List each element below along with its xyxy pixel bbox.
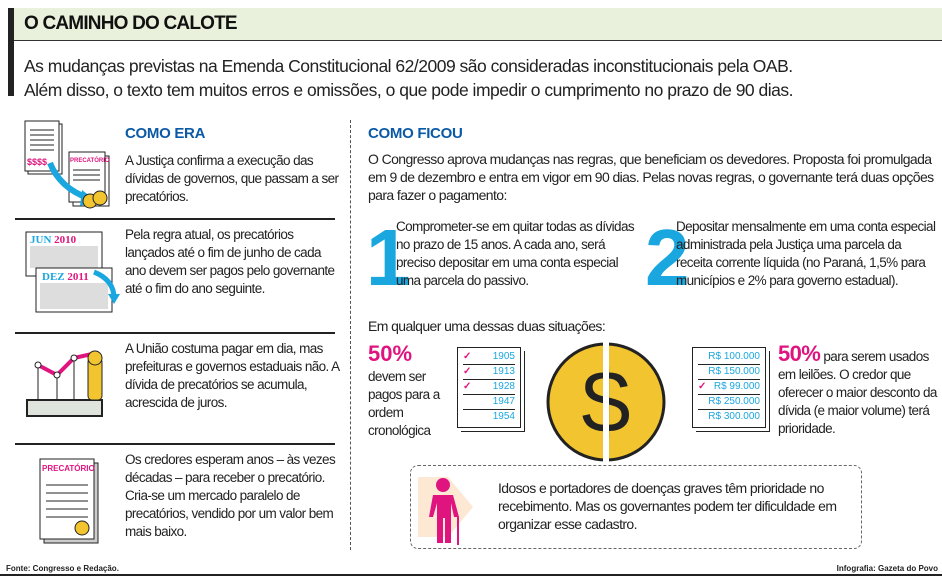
- check-icon: ✓: [463, 381, 472, 392]
- option-1-number: 1: [366, 213, 411, 302]
- column-divider: [350, 120, 351, 550]
- credit-text: Infografia: Gazeta do Povo: [836, 564, 938, 573]
- list-row: ✓ 1905: [463, 350, 515, 365]
- page-title: O CAMINHO DO CALOTE: [24, 13, 238, 34]
- precatorio-conversion-icon: $$$$ PRECATÓRIO: [24, 120, 110, 209]
- right-text: para serem usados em leilões. O credor q…: [778, 349, 937, 436]
- list-row: R$ 250.000: [698, 395, 760, 410]
- priority-note-text: Idosos e portadores de doenças graves tê…: [498, 480, 837, 532]
- either-text: Em qualquer uma dessas duas situações:: [368, 318, 606, 334]
- source-text: Fonte: Congresso e Redação.: [6, 564, 119, 573]
- como-ficou-heading: COMO FICOU: [368, 125, 463, 142]
- svg-text:DEZ 2011: DEZ 2011: [42, 271, 89, 283]
- list-row: ✓ R$ 99.000: [698, 380, 760, 395]
- como-era-text-3: A União costuma pagar em dia, mas prefei…: [125, 341, 339, 410]
- check-icon: ✓: [463, 366, 472, 377]
- divider: [15, 332, 335, 334]
- list-value: R$ 150.000: [708, 366, 760, 377]
- money-label: $$$$: [27, 157, 47, 167]
- divider: [15, 443, 335, 445]
- list-value: 1928: [492, 381, 515, 392]
- option-2-number: 2: [645, 213, 690, 302]
- list-row: R$ 150.000: [698, 365, 760, 380]
- elderly-person-icon: [418, 477, 473, 545]
- list-value: 1954: [492, 411, 515, 422]
- right-percentage: 50%: [778, 341, 821, 366]
- list-value: 1905: [492, 351, 515, 362]
- list-value: R$ 100.000: [708, 351, 760, 362]
- list-value: R$ 300.000: [708, 411, 760, 422]
- debt-growth-chart-icon: [26, 350, 103, 417]
- como-era-text-4: Os credores esperam anos – às vezes déca…: [125, 452, 336, 539]
- chronological-list: ✓ 1905 ✓ 1913 ✓ 1928 1947 1954: [457, 347, 521, 428]
- list-row: ✓ 1928: [463, 380, 515, 395]
- list-row: ✓ 1913: [463, 365, 515, 380]
- intro-line-1: As mudanças previstas na Emenda Constitu…: [24, 56, 793, 76]
- accent-bar: [8, 8, 14, 96]
- list-row: R$ 100.000: [698, 350, 760, 365]
- priority-note-box: [410, 465, 862, 549]
- header-bar: [8, 8, 942, 41]
- option-1-text: Comprometer-se em quitar todas as dívida…: [396, 219, 635, 288]
- list-value: 1947: [492, 396, 515, 407]
- check-icon: ✓: [698, 381, 707, 392]
- list-row: 1947: [463, 395, 515, 410]
- como-era-text-1: A Justiça confirma a execução das dívida…: [125, 153, 339, 204]
- auction-list: R$ 100.000 R$ 150.000 ✓ R$ 99.000 R$ 250.000…: [692, 347, 766, 428]
- svg-text:JUN 2010: JUN 2010: [30, 234, 77, 246]
- divider: [15, 218, 335, 220]
- precatorio-label: PRECATÓRIO: [70, 156, 110, 164]
- left-text: devem ser pagos para a ordem cronológica: [368, 369, 440, 438]
- option-2-text: Depositar mensalmente em uma conta espec…: [676, 219, 936, 288]
- calendar-icon: JUN 2010 DEZ 2011: [25, 231, 120, 313]
- list-row: R$ 300.000: [698, 410, 760, 425]
- footer-line: [0, 574, 942, 576]
- como-era-heading: COMO ERA: [125, 125, 206, 142]
- como-ficou-text: O Congresso aprova mudanças nas regras, …: [368, 151, 934, 203]
- list-row: 1954: [463, 410, 515, 425]
- left-percentage: 50%: [368, 341, 413, 366]
- list-value: R$ 250.000: [708, 396, 760, 407]
- precatorio-label: PRECATÓRIO: [42, 464, 95, 473]
- precatorio-document-icon: PRECATÓRIO: [39, 458, 99, 544]
- intro-line-2: Além disso, o texto tem muitos erros e o…: [24, 80, 794, 100]
- dollar-coin-icon: $: [546, 340, 666, 464]
- como-era-text-2: Pela regra atual, os precatórios lançado…: [125, 227, 335, 296]
- list-value: 1913: [492, 366, 515, 377]
- list-value: R$ 99.000: [713, 381, 760, 392]
- check-icon: ✓: [463, 351, 472, 362]
